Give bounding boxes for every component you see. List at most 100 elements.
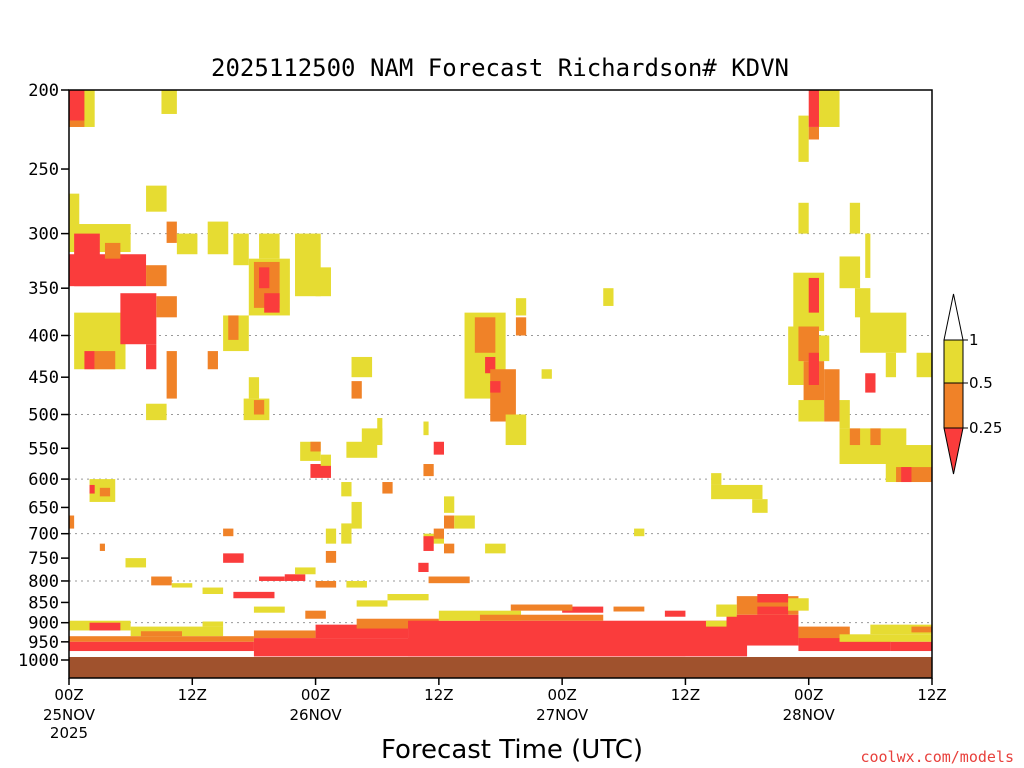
ri-cell-150 <box>259 576 285 581</box>
y-tick-label-500: 500 <box>28 406 59 426</box>
y-tick-label-750: 750 <box>28 549 59 569</box>
ri-cell-159 <box>305 610 326 619</box>
colorbar-label-0: 1 <box>969 331 979 349</box>
ri-cell-41 <box>490 369 516 422</box>
ri-cell-28 <box>166 351 177 399</box>
ri-cell-138 <box>757 606 789 615</box>
ri-cell-122 <box>253 630 316 639</box>
ri-cell-40 <box>485 356 496 374</box>
y-tick-label-200: 200 <box>28 81 59 101</box>
ri-cell-126 <box>408 620 748 657</box>
ri-cell-11 <box>104 242 121 259</box>
y-tick-label-300: 300 <box>28 225 59 245</box>
ri-cell-105 <box>860 312 907 353</box>
ri-cell-21 <box>264 293 280 313</box>
ri-cell-93 <box>839 256 861 289</box>
x-date-label-0: 25NOV <box>43 706 96 724</box>
ri-cell-78 <box>443 543 455 554</box>
ri-cell-5 <box>166 221 177 243</box>
ri-cell-45 <box>515 317 527 336</box>
ri-cell-121 <box>202 621 224 627</box>
ri-cell-83 <box>711 484 763 500</box>
ri-cell-85 <box>798 115 809 162</box>
chart-title: 2025112500 NAM Forecast Richardson# KDVN <box>211 54 789 82</box>
ri-cell-53 <box>361 428 383 446</box>
ri-cell-64 <box>223 528 234 537</box>
richardson-fill-cells <box>69 90 932 657</box>
ri-cell-146 <box>151 576 172 586</box>
y-tick-label-550: 550 <box>28 439 59 459</box>
ri-cell-74 <box>454 515 475 529</box>
y-tick-label-700: 700 <box>28 525 59 545</box>
ri-cell-97 <box>798 326 819 362</box>
ri-cell-67 <box>125 558 147 568</box>
ri-cell-36 <box>351 356 373 378</box>
ri-cell-59 <box>382 482 393 494</box>
ri-cell-57 <box>423 464 434 477</box>
ri-cell-82 <box>711 473 722 485</box>
y-tick-label-950: 950 <box>28 633 59 653</box>
y-tick-label-800: 800 <box>28 572 59 592</box>
ri-cell-154 <box>346 580 367 588</box>
ri-cell-156 <box>356 600 388 607</box>
x-axis-label: Forecast Time (UTC) <box>381 735 643 765</box>
ri-cell-25 <box>120 293 157 345</box>
ri-cell-54 <box>377 418 383 442</box>
ri-cell-109 <box>849 428 861 446</box>
ri-cell-151 <box>284 574 306 581</box>
ri-cell-84 <box>752 499 768 513</box>
ri-cell-101 <box>824 369 840 422</box>
x-date-label-2: 26NOV <box>290 706 343 724</box>
ri-cell-31 <box>228 315 239 340</box>
ri-cell-102 <box>839 400 850 429</box>
y-tick-label-900: 900 <box>28 614 59 634</box>
ri-cell-100 <box>818 335 830 362</box>
ri-cell-94 <box>865 233 871 278</box>
ri-cell-43 <box>505 414 527 446</box>
x-tick-label-1: 12Z <box>178 686 207 704</box>
ri-cell-46 <box>541 369 552 379</box>
credit-text: coolwx.com/models <box>860 748 1014 766</box>
ri-cell-86 <box>808 90 819 127</box>
x-tick-label-7: 12Z <box>917 686 946 704</box>
ri-cell-62 <box>99 487 111 497</box>
ri-cell-56 <box>433 441 444 455</box>
ri-cell-4 <box>146 185 167 212</box>
ri-cell-70 <box>325 528 337 544</box>
ri-cell-65 <box>223 553 244 563</box>
y-tick-label-600: 600 <box>28 470 59 490</box>
ri-cell-71 <box>325 550 337 563</box>
ri-cell-90 <box>849 202 861 234</box>
ri-cell-111 <box>896 445 932 468</box>
ri-cell-128 <box>479 614 604 621</box>
ri-cell-114 <box>901 467 912 483</box>
ri-cell-107 <box>916 352 932 378</box>
ri-cell-44 <box>515 298 527 316</box>
ri-cell-77 <box>433 528 444 539</box>
plot-frame <box>68 89 933 679</box>
ri-cell-20 <box>259 267 270 289</box>
x-tick-label-6: 00Z <box>794 686 823 704</box>
ri-cell-125 <box>356 618 439 629</box>
y-tick-label-850: 850 <box>28 593 59 613</box>
ri-cell-76 <box>423 536 434 551</box>
ri-cell-1 <box>69 90 85 121</box>
ri-cell-68 <box>351 501 362 529</box>
ri-cell-147 <box>171 583 193 588</box>
ri-cell-52 <box>346 441 378 458</box>
ri-cell-32 <box>248 377 260 399</box>
ri-cell-23 <box>84 351 95 370</box>
ri-cell-69 <box>341 523 352 544</box>
ri-cell-87 <box>818 90 840 127</box>
ri-cell-42 <box>490 381 501 393</box>
ri-cell-148 <box>202 587 224 595</box>
ri-cell-29 <box>207 351 218 370</box>
ri-cell-152 <box>295 567 316 575</box>
ri-cell-58 <box>341 482 352 497</box>
x-tick-label-0: 00Z <box>54 686 83 704</box>
ri-cell-61 <box>89 484 95 494</box>
ri-cell-51 <box>320 454 331 466</box>
ri-cell-92 <box>808 277 819 313</box>
colorbar-label-1: 0.5 <box>969 374 993 392</box>
